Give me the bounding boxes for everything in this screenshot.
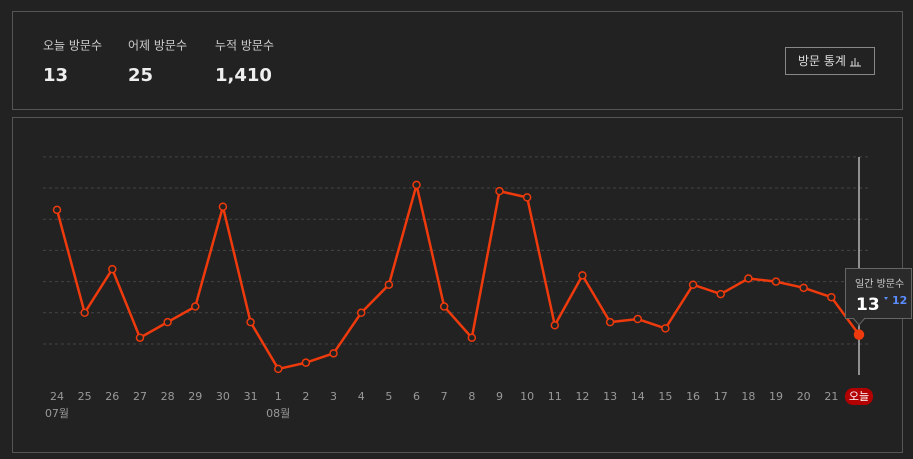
stat-label: 어제 방문수 <box>128 39 187 53</box>
x-tick-label: 31 <box>244 390 258 403</box>
point <box>633 314 643 324</box>
x-tick-label: 12 <box>575 390 589 403</box>
point <box>80 308 89 318</box>
x-tick-label: 오늘 <box>849 390 869 403</box>
x-tick-label: 10 <box>520 390 534 403</box>
point <box>108 264 117 274</box>
x-tick-label: 3 <box>330 390 337 403</box>
stat-value: 25 <box>128 65 153 86</box>
stat-label: 누적 방문수 <box>215 39 274 53</box>
point <box>329 349 338 358</box>
point <box>771 277 781 286</box>
x-tick-label: 21 <box>824 390 838 403</box>
point <box>799 283 808 293</box>
point <box>578 271 587 280</box>
point <box>827 292 836 302</box>
x-sublabel: 07월 <box>45 407 69 420</box>
x-tick-label: 18 <box>741 390 755 403</box>
point <box>52 205 62 215</box>
x-tick-label: 8 <box>468 390 475 403</box>
x-tick-label: 15 <box>658 390 672 403</box>
x-tick-label: 27 <box>133 390 147 403</box>
x-tick-label: 16 <box>686 390 700 403</box>
point <box>853 329 865 340</box>
x-tick-label: 1 <box>275 390 282 403</box>
point <box>301 358 311 367</box>
line <box>55 184 861 371</box>
tooltip-value: 13 <box>856 295 880 315</box>
point <box>191 302 200 311</box>
point <box>744 274 753 283</box>
point <box>273 364 283 374</box>
x-tick-label: 25 <box>78 390 92 403</box>
point <box>356 308 366 318</box>
x-tick-label: 6 <box>413 390 420 403</box>
point <box>605 317 615 327</box>
tooltip-pointer <box>852 317 866 326</box>
stats-button[interactable] <box>785 47 875 75</box>
point <box>246 317 255 327</box>
x-tick-label: 20 <box>797 390 811 403</box>
x-tick-label: 11 <box>548 390 562 403</box>
stat-value: 1,410 <box>215 65 272 86</box>
x-tick-label: 14 <box>631 390 645 403</box>
tooltip-change: 12 <box>892 294 907 307</box>
point <box>467 333 477 342</box>
today-badge <box>845 388 873 405</box>
point <box>384 280 394 289</box>
chart-icon <box>850 58 861 67</box>
x-tick-label: 13 <box>603 390 617 403</box>
stat-label: 오늘 방문수 <box>43 39 102 53</box>
x-tick-label: 26 <box>105 390 119 403</box>
point <box>218 202 228 211</box>
point <box>716 289 725 299</box>
x-tick-label: 4 <box>358 390 365 403</box>
button-label[interactable]: 방문 통계 <box>798 54 846 68</box>
x-tick-label: 28 <box>161 390 175 403</box>
x-tick-label: 5 <box>385 390 392 403</box>
stat-value: 13 <box>43 65 68 86</box>
point <box>495 186 504 196</box>
stats-box <box>12 11 903 110</box>
point <box>661 324 670 333</box>
x-tick-label: 17 <box>714 390 728 403</box>
point <box>550 321 560 330</box>
point <box>522 193 532 202</box>
x-sublabel: 08월 <box>266 407 290 420</box>
point <box>135 333 145 342</box>
x-tick-label: 7 <box>441 390 448 403</box>
x-tick-label: 24 <box>50 390 64 403</box>
point <box>163 317 172 327</box>
tooltip: 일간 방문수 13 12 <box>845 268 912 326</box>
x-tick-label: 30 <box>216 390 230 403</box>
point <box>412 180 421 190</box>
x-tick-label: 29 <box>188 390 202 403</box>
tooltip-box <box>845 268 912 319</box>
tooltip-title: 일간 방문수 <box>855 278 904 290</box>
x-tick-label: 2 <box>302 390 309 403</box>
x-tick-label: 19 <box>769 390 783 403</box>
point <box>439 302 449 311</box>
down-arrow <box>884 297 888 300</box>
point <box>688 280 698 289</box>
x-tick-label: 9 <box>496 390 503 403</box>
